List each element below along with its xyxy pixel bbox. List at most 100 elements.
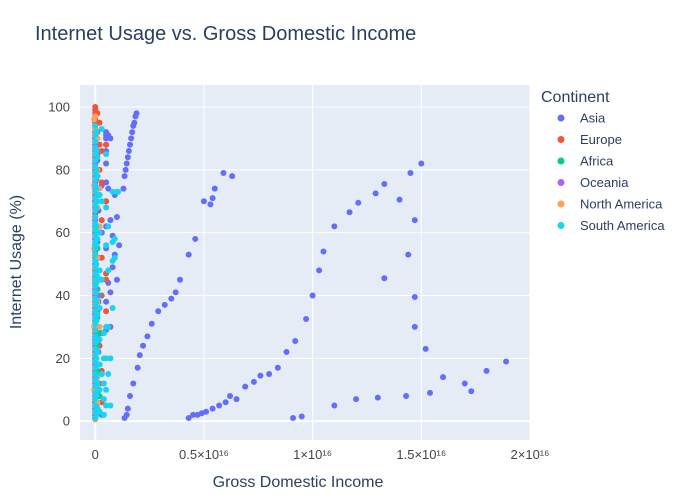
data-point[interactable] [227,393,233,400]
data-point[interactable] [111,254,118,261]
data-point[interactable] [103,204,110,211]
data-point[interactable] [203,408,210,415]
data-point[interactable] [483,367,490,374]
data-point[interactable] [107,289,114,296]
data-point[interactable] [122,166,129,173]
data-point[interactable] [461,380,468,387]
legend-item-africa[interactable]: Africa [557,154,615,169]
data-point[interactable] [172,289,179,296]
data-point[interactable] [148,320,155,327]
data-point[interactable] [233,396,240,403]
data-point[interactable] [103,386,110,393]
data-point[interactable] [96,141,103,148]
data-point[interactable] [100,330,107,337]
data-point[interactable] [133,110,140,117]
legend-item-oceania[interactable]: Oceania [557,175,630,190]
data-point[interactable] [381,180,388,187]
data-point[interactable] [92,138,99,145]
data-point[interactable] [96,408,103,415]
data-point[interactable] [111,235,118,242]
data-point[interactable] [105,223,112,230]
data-point[interactable] [96,330,103,337]
data-point[interactable] [229,173,236,180]
data-point[interactable] [107,135,114,142]
data-point[interactable] [103,242,110,249]
data-point[interactable] [96,267,103,274]
data-point[interactable] [123,411,130,418]
data-point[interactable] [103,160,110,167]
data-point[interactable] [98,198,105,205]
data-point[interactable] [121,173,128,180]
data-point[interactable] [130,380,137,387]
data-point[interactable] [92,122,99,129]
data-point[interactable] [381,275,388,282]
data-point[interactable] [96,191,103,198]
data-point[interactable] [320,248,327,255]
data-point[interactable] [94,349,101,356]
legend-item-asia[interactable]: Asia [557,111,607,126]
data-point[interactable] [403,393,410,400]
data-point[interactable] [290,415,297,422]
data-point[interactable] [222,399,229,406]
data-point[interactable] [274,364,281,371]
data-point[interactable] [93,223,100,230]
data-point[interactable] [93,261,100,268]
data-point[interactable] [346,209,353,216]
data-point[interactable] [105,267,112,274]
data-point[interactable] [411,323,418,330]
data-point[interactable] [107,402,114,409]
data-point[interactable] [407,169,414,176]
data-point[interactable] [292,338,299,345]
data-point[interactable] [266,371,273,378]
data-point[interactable] [96,336,103,343]
legend-item-north-america[interactable]: North America [557,197,664,212]
data-point[interactable] [93,298,100,305]
data-point[interactable] [257,372,264,379]
data-point[interactable] [309,292,316,299]
data-point[interactable] [405,251,412,258]
data-point[interactable] [116,242,123,249]
data-point[interactable] [129,129,136,136]
data-point[interactable] [93,166,100,173]
data-point[interactable] [140,342,147,349]
data-point[interactable] [105,185,112,192]
data-point[interactable] [92,364,99,371]
data-point[interactable] [161,301,168,308]
data-point[interactable] [411,294,418,301]
data-point[interactable] [94,154,101,161]
data-point[interactable] [103,402,110,409]
data-point[interactable] [127,141,133,148]
data-point[interactable] [103,151,110,158]
data-point[interactable] [103,308,110,315]
data-point[interactable] [96,119,103,126]
data-point[interactable] [93,393,100,400]
data-point[interactable] [355,199,362,206]
data-point[interactable] [93,185,100,192]
data-point[interactable] [94,380,101,387]
data-point[interactable] [374,394,381,401]
data-point[interactable] [103,276,110,283]
data-point[interactable] [93,374,100,381]
data-point[interactable] [93,279,100,286]
data-point[interactable] [92,327,99,334]
data-point[interactable] [316,267,323,274]
data-point[interactable] [107,217,114,224]
data-point[interactable] [331,223,338,230]
data-point[interactable] [185,415,192,422]
data-point[interactable] [93,204,100,211]
data-point[interactable] [168,295,175,302]
data-point[interactable] [124,154,131,161]
data-point[interactable] [411,217,418,224]
data-point[interactable] [103,355,110,362]
data-point[interactable] [211,185,218,192]
data-point[interactable] [177,276,183,283]
data-point[interactable] [192,235,199,242]
data-point[interactable] [207,201,214,208]
data-point[interactable] [98,371,105,378]
data-point[interactable] [94,311,101,318]
data-point[interactable] [98,217,105,224]
data-point[interactable] [283,349,290,356]
data-point[interactable] [96,361,103,368]
data-point[interactable] [109,188,116,195]
data-point[interactable] [209,195,216,202]
